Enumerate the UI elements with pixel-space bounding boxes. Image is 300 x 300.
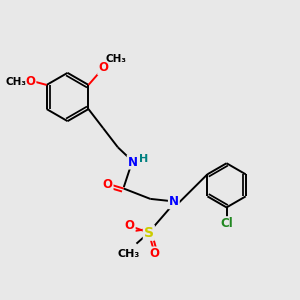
- Text: N: N: [128, 156, 138, 169]
- Text: O: O: [150, 248, 160, 260]
- Text: O: O: [125, 219, 135, 232]
- Text: N: N: [169, 195, 179, 208]
- Text: O: O: [26, 76, 35, 88]
- Text: S: S: [144, 226, 154, 240]
- Text: CH₃: CH₃: [5, 77, 26, 87]
- Text: CH₃: CH₃: [117, 249, 139, 259]
- Text: CH₃: CH₃: [105, 54, 126, 64]
- Text: O: O: [103, 178, 112, 191]
- Text: H: H: [139, 154, 148, 164]
- Text: O: O: [98, 61, 108, 74]
- Text: Cl: Cl: [220, 217, 233, 230]
